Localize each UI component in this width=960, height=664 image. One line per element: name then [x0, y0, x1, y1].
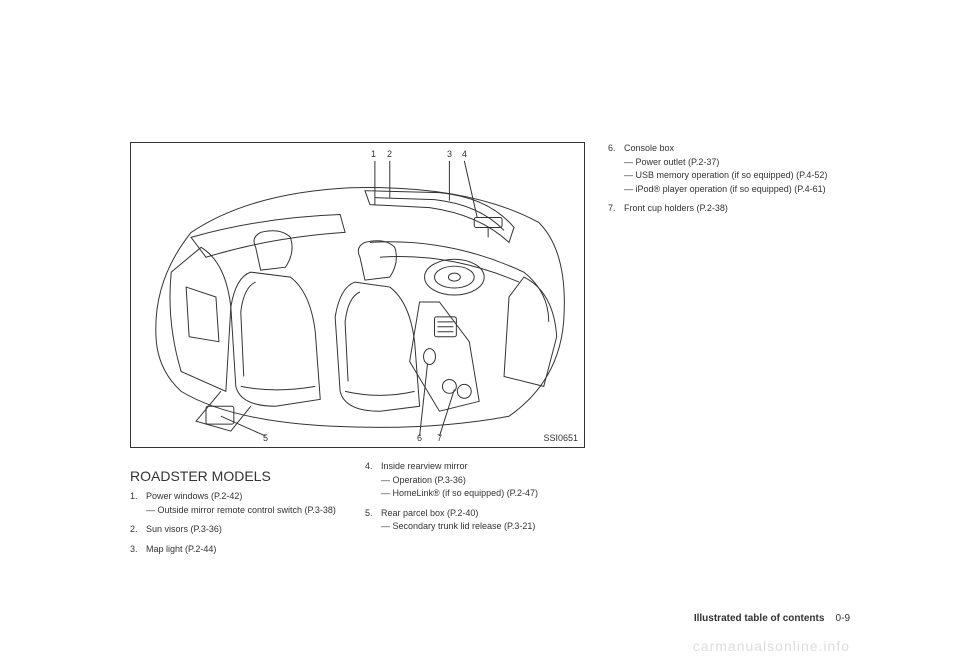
callout-7: 7 — [437, 433, 442, 443]
item-text: Map light (P.2-44) — [146, 543, 355, 557]
legend-column-left: 1. Power windows (P.2-42) — Outside mirr… — [130, 490, 355, 562]
item-text: Power windows (P.2-42) — Outside mirror … — [146, 490, 355, 517]
item-text: Inside rearview mirror — Operation (P.3-… — [381, 460, 585, 501]
footer-section: Illustrated table of contents — [694, 613, 825, 624]
page-footer: Illustrated table of contents 0-9 — [694, 613, 850, 624]
car-interior-svg — [131, 143, 584, 447]
item-text: Console box — Power outlet (P.2-37) — US… — [624, 142, 853, 196]
footer-page-number: 0-9 — [836, 613, 850, 624]
callout-6: 6 — [417, 433, 422, 443]
section-title: ROADSTER MODELS — [130, 468, 271, 484]
legend-column-right: 6. Console box — Power outlet (P.2-37) —… — [608, 142, 853, 222]
callout-3: 3 — [447, 149, 452, 159]
item-number: 2. — [130, 523, 146, 537]
interior-diagram: 1 2 3 4 5 6 7 SSI0651 — [130, 142, 585, 448]
callout-2: 2 — [387, 149, 392, 159]
list-item: 1. Power windows (P.2-42) — Outside mirr… — [130, 490, 355, 517]
list-item: 4. Inside rearview mirror — Operation (P… — [365, 460, 585, 501]
item-number: 5. — [365, 507, 381, 534]
item-text: Front cup holders (P.2-38) — [624, 202, 853, 216]
list-item: 3. Map light (P.2-44) — [130, 543, 355, 557]
item-text: Rear parcel box (P.2-40) — Secondary tru… — [381, 507, 585, 534]
callout-1: 1 — [371, 149, 376, 159]
list-item: 5. Rear parcel box (P.2-40) — Secondary … — [365, 507, 585, 534]
item-number: 7. — [608, 202, 624, 216]
list-item: 7. Front cup holders (P.2-38) — [608, 202, 853, 216]
list-item: 6. Console box — Power outlet (P.2-37) —… — [608, 142, 853, 196]
item-number: 3. — [130, 543, 146, 557]
watermark: carmanualsonline.info — [693, 638, 850, 654]
legend-column-middle: 4. Inside rearview mirror — Operation (P… — [365, 460, 585, 540]
list-item: 2. Sun visors (P.3-36) — [130, 523, 355, 537]
callout-4: 4 — [462, 149, 467, 159]
item-number: 4. — [365, 460, 381, 501]
callout-5: 5 — [263, 433, 268, 443]
diagram-id-label: SSI0651 — [543, 433, 578, 443]
item-number: 1. — [130, 490, 146, 517]
manual-page: 1 2 3 4 5 6 7 SSI0651 ROADSTER MODELS 1.… — [0, 0, 960, 664]
item-number: 6. — [608, 142, 624, 196]
item-text: Sun visors (P.3-36) — [146, 523, 355, 537]
